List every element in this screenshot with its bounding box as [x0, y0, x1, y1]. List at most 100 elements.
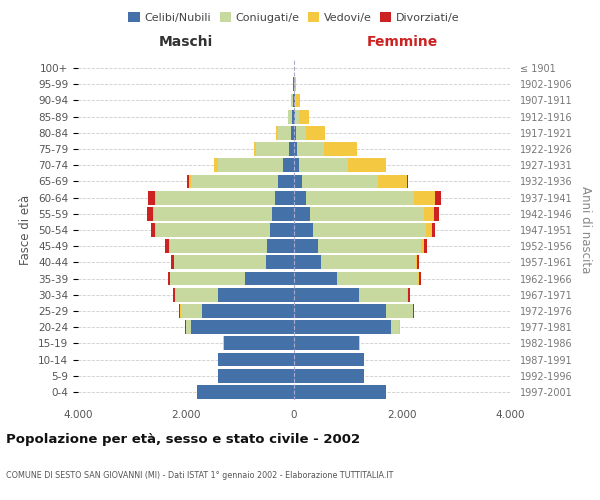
- Bar: [278, 126, 292, 140]
- Bar: [294, 240, 319, 253]
- Bar: [174, 256, 266, 270]
- Bar: [294, 207, 310, 220]
- Bar: [148, 190, 155, 204]
- Bar: [283, 158, 294, 172]
- Bar: [147, 207, 152, 220]
- Bar: [407, 174, 409, 188]
- Bar: [306, 190, 414, 204]
- Bar: [154, 207, 272, 220]
- Bar: [294, 223, 313, 237]
- Bar: [421, 240, 424, 253]
- Y-axis label: Anni di nascita: Anni di nascita: [579, 186, 592, 274]
- Bar: [155, 223, 156, 237]
- Bar: [266, 256, 294, 270]
- Bar: [278, 174, 294, 188]
- Bar: [432, 223, 436, 237]
- Bar: [292, 126, 294, 140]
- Bar: [294, 256, 321, 270]
- Bar: [313, 223, 426, 237]
- Bar: [434, 207, 439, 220]
- Bar: [294, 142, 297, 156]
- Bar: [294, 272, 337, 285]
- Bar: [152, 207, 154, 220]
- Bar: [295, 94, 296, 108]
- Bar: [294, 320, 391, 334]
- Bar: [187, 174, 188, 188]
- Bar: [419, 272, 421, 285]
- Bar: [294, 110, 295, 124]
- Text: Femmine: Femmine: [367, 34, 437, 48]
- Bar: [166, 240, 169, 253]
- Bar: [191, 320, 294, 334]
- Bar: [294, 385, 386, 399]
- Bar: [426, 223, 432, 237]
- Bar: [254, 142, 256, 156]
- Bar: [378, 174, 407, 188]
- Text: Popolazione per età, sesso e stato civile - 2002: Popolazione per età, sesso e stato civil…: [6, 432, 360, 446]
- Bar: [294, 158, 299, 172]
- Bar: [348, 158, 386, 172]
- Bar: [218, 158, 283, 172]
- Text: COMUNE DI SESTO SAN GIOVANNI (MI) - Dati ISTAT 1° gennaio 2002 - Elaborazione TU: COMUNE DI SESTO SAN GIOVANNI (MI) - Dati…: [6, 470, 394, 480]
- Bar: [272, 207, 294, 220]
- Bar: [386, 304, 413, 318]
- Bar: [294, 304, 386, 318]
- Bar: [173, 288, 175, 302]
- Bar: [296, 126, 307, 140]
- Bar: [295, 78, 296, 91]
- Bar: [218, 288, 294, 302]
- Bar: [191, 174, 278, 188]
- Bar: [424, 240, 427, 253]
- Bar: [294, 352, 364, 366]
- Bar: [179, 304, 181, 318]
- Bar: [170, 240, 267, 253]
- Bar: [202, 304, 294, 318]
- Bar: [288, 110, 292, 124]
- Bar: [302, 174, 378, 188]
- Bar: [408, 288, 410, 302]
- Legend: Celibi/Nubili, Coniugati/e, Vedovi/e, Divorziati/e: Celibi/Nubili, Coniugati/e, Vedovi/e, Di…: [124, 8, 464, 28]
- Bar: [319, 240, 421, 253]
- Bar: [289, 142, 294, 156]
- Bar: [197, 385, 294, 399]
- Bar: [156, 223, 270, 237]
- Bar: [337, 272, 418, 285]
- Bar: [256, 142, 289, 156]
- Bar: [270, 223, 294, 237]
- Bar: [391, 320, 400, 334]
- Bar: [294, 174, 302, 188]
- Bar: [156, 190, 275, 204]
- Bar: [295, 110, 299, 124]
- Bar: [245, 272, 294, 285]
- Bar: [155, 190, 156, 204]
- Bar: [171, 256, 173, 270]
- Bar: [170, 272, 245, 285]
- Bar: [294, 190, 306, 204]
- Bar: [307, 126, 325, 140]
- Bar: [321, 256, 415, 270]
- Bar: [424, 207, 434, 220]
- Bar: [324, 142, 356, 156]
- Bar: [294, 369, 364, 382]
- Bar: [175, 288, 218, 302]
- Bar: [296, 94, 301, 108]
- Bar: [168, 272, 170, 285]
- Bar: [292, 110, 294, 124]
- Bar: [218, 369, 294, 382]
- Bar: [267, 240, 294, 253]
- Bar: [436, 190, 441, 204]
- Bar: [299, 110, 308, 124]
- Bar: [275, 190, 294, 204]
- Bar: [414, 190, 436, 204]
- Bar: [413, 304, 414, 318]
- Bar: [293, 94, 294, 108]
- Bar: [297, 142, 324, 156]
- Bar: [292, 94, 293, 108]
- Bar: [415, 256, 417, 270]
- Bar: [276, 126, 278, 140]
- Bar: [418, 272, 419, 285]
- Bar: [188, 174, 191, 188]
- Bar: [186, 320, 191, 334]
- Bar: [294, 94, 295, 108]
- Bar: [224, 336, 294, 350]
